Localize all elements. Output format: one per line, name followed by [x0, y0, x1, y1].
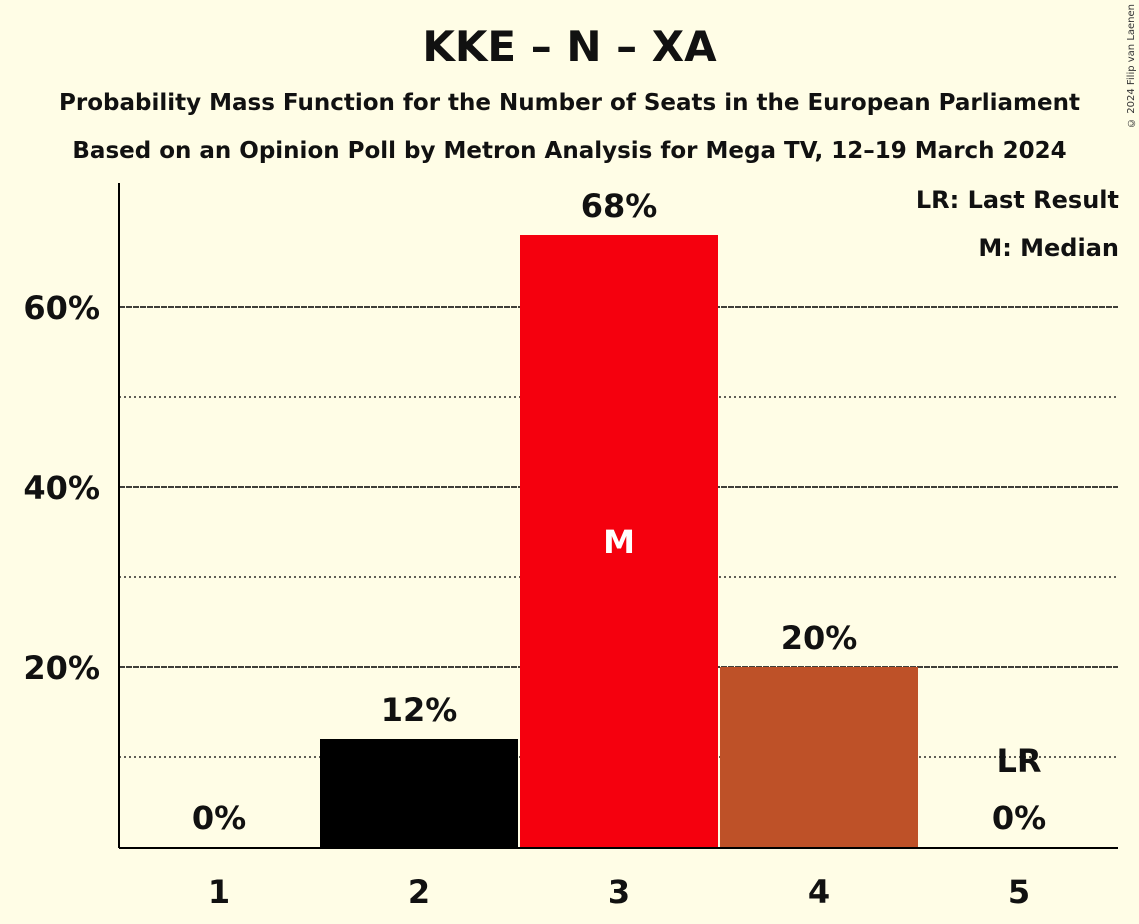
- median-marker: M: [603, 523, 635, 561]
- bar-4: [720, 667, 918, 847]
- y-tick-label: 60%: [23, 289, 100, 327]
- data-label: 12%: [381, 691, 458, 729]
- data-label: 0%: [192, 799, 246, 837]
- last-result-marker: LR: [996, 742, 1041, 780]
- chart-source: Based on an Opinion Poll by Metron Analy…: [72, 138, 1067, 164]
- x-tick-label: 1: [208, 873, 230, 911]
- data-label: 0%: [992, 799, 1046, 837]
- chart-subtitle: Probability Mass Function for the Number…: [59, 90, 1080, 116]
- x-tick-label: 4: [808, 873, 830, 911]
- chart-title: KKE – N – XA: [422, 22, 717, 71]
- x-tick-label: 5: [1008, 873, 1030, 911]
- legend-last-result: LR: Last Result: [915, 186, 1119, 214]
- y-tick-label: 40%: [23, 469, 100, 507]
- data-label: 68%: [581, 187, 658, 225]
- bar-2: [320, 739, 518, 847]
- x-tick-label: 2: [408, 873, 430, 911]
- x-tick-label: 3: [608, 873, 630, 911]
- y-tick-label: 20%: [23, 649, 100, 687]
- data-label: 20%: [781, 619, 858, 657]
- legend-median: M: Median: [978, 234, 1119, 262]
- bar-3: [520, 235, 718, 847]
